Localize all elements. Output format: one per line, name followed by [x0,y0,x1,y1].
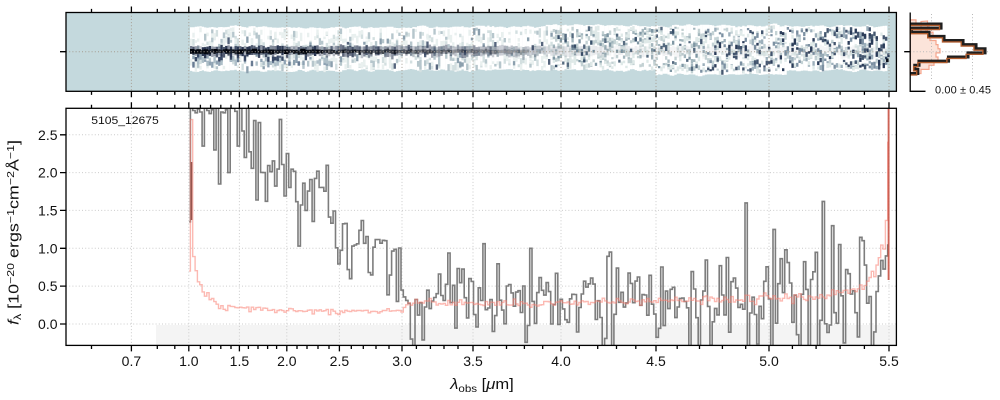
svg-text:3.0: 3.0 [392,353,412,369]
svg-text:1.0: 1.0 [179,353,199,369]
svg-text:5.5: 5.5 [879,353,899,369]
svg-text:0.5: 0.5 [38,278,58,294]
svg-text:0.0: 0.0 [38,316,58,332]
svg-text:fλ [10−20 ergs−1cm−2Å−1]: fλ [10−20 ergs−1cm−2Å−1] [6,140,25,325]
svg-text:1.0: 1.0 [38,240,58,256]
svg-text:1.5: 1.5 [38,202,58,218]
svg-text:λobs [μm]: λobs [μm] [449,376,514,395]
svg-text:0.00 ± 0.45: 0.00 ± 0.45 [935,85,991,97]
svg-text:2.5: 2.5 [38,127,58,143]
svg-text:2.0: 2.0 [277,353,297,369]
svg-text:2.5: 2.5 [330,353,350,369]
svg-text:4.0: 4.0 [551,353,571,369]
svg-text:4.5: 4.5 [646,353,666,369]
svg-text:0.7: 0.7 [122,353,142,369]
svg-text:3.5: 3.5 [463,353,483,369]
svg-text:5105_12675: 5105_12675 [91,115,159,127]
svg-text:2.0: 2.0 [38,165,58,181]
svg-text:5.0: 5.0 [759,353,779,369]
svg-text:1.5: 1.5 [230,353,250,369]
